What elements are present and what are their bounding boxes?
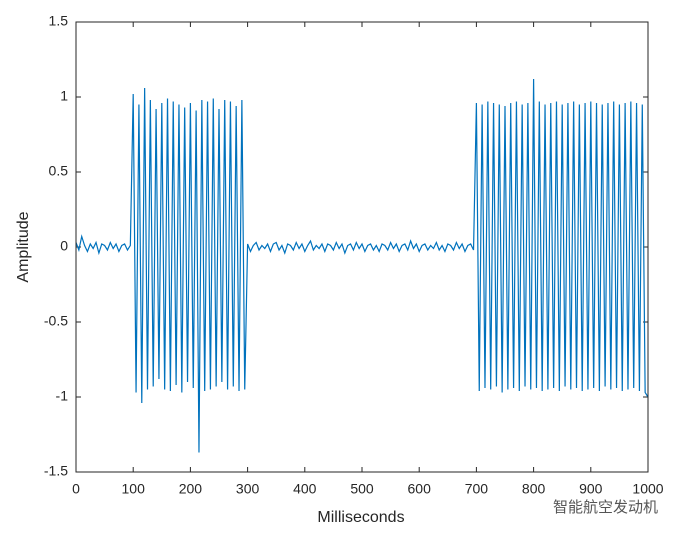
x-axis-label: Milliseconds	[317, 509, 404, 526]
x-tick-label: 400	[293, 481, 317, 497]
x-tick-label: 700	[465, 481, 489, 497]
y-tick-label: -1.5	[44, 463, 68, 479]
x-tick-label: 800	[522, 481, 546, 497]
x-tick-label: 300	[236, 481, 260, 497]
signal-line	[75, 78, 649, 453]
x-tick-label: 1000	[632, 481, 663, 497]
y-tick-label: 1.5	[49, 13, 69, 29]
y-tick-label: 0.5	[49, 163, 69, 179]
axes-box	[75, 21, 649, 473]
y-tick-label: -0.5	[44, 313, 68, 329]
plot-area	[76, 22, 648, 472]
x-tick-label: 200	[179, 481, 203, 497]
x-tick-label: 500	[350, 481, 374, 497]
x-tick-label: 600	[408, 481, 432, 497]
watermark: 智能航空发动机	[553, 498, 658, 516]
y-tick-label: -1	[56, 388, 69, 404]
y-tick-label: 0	[60, 238, 68, 254]
x-tick-label: 100	[122, 481, 146, 497]
x-tick-label: 900	[579, 481, 603, 497]
x-tick-label: 0	[72, 481, 80, 497]
y-tick-label: 1	[60, 88, 68, 104]
y-axis-label: Amplitude	[15, 211, 32, 282]
